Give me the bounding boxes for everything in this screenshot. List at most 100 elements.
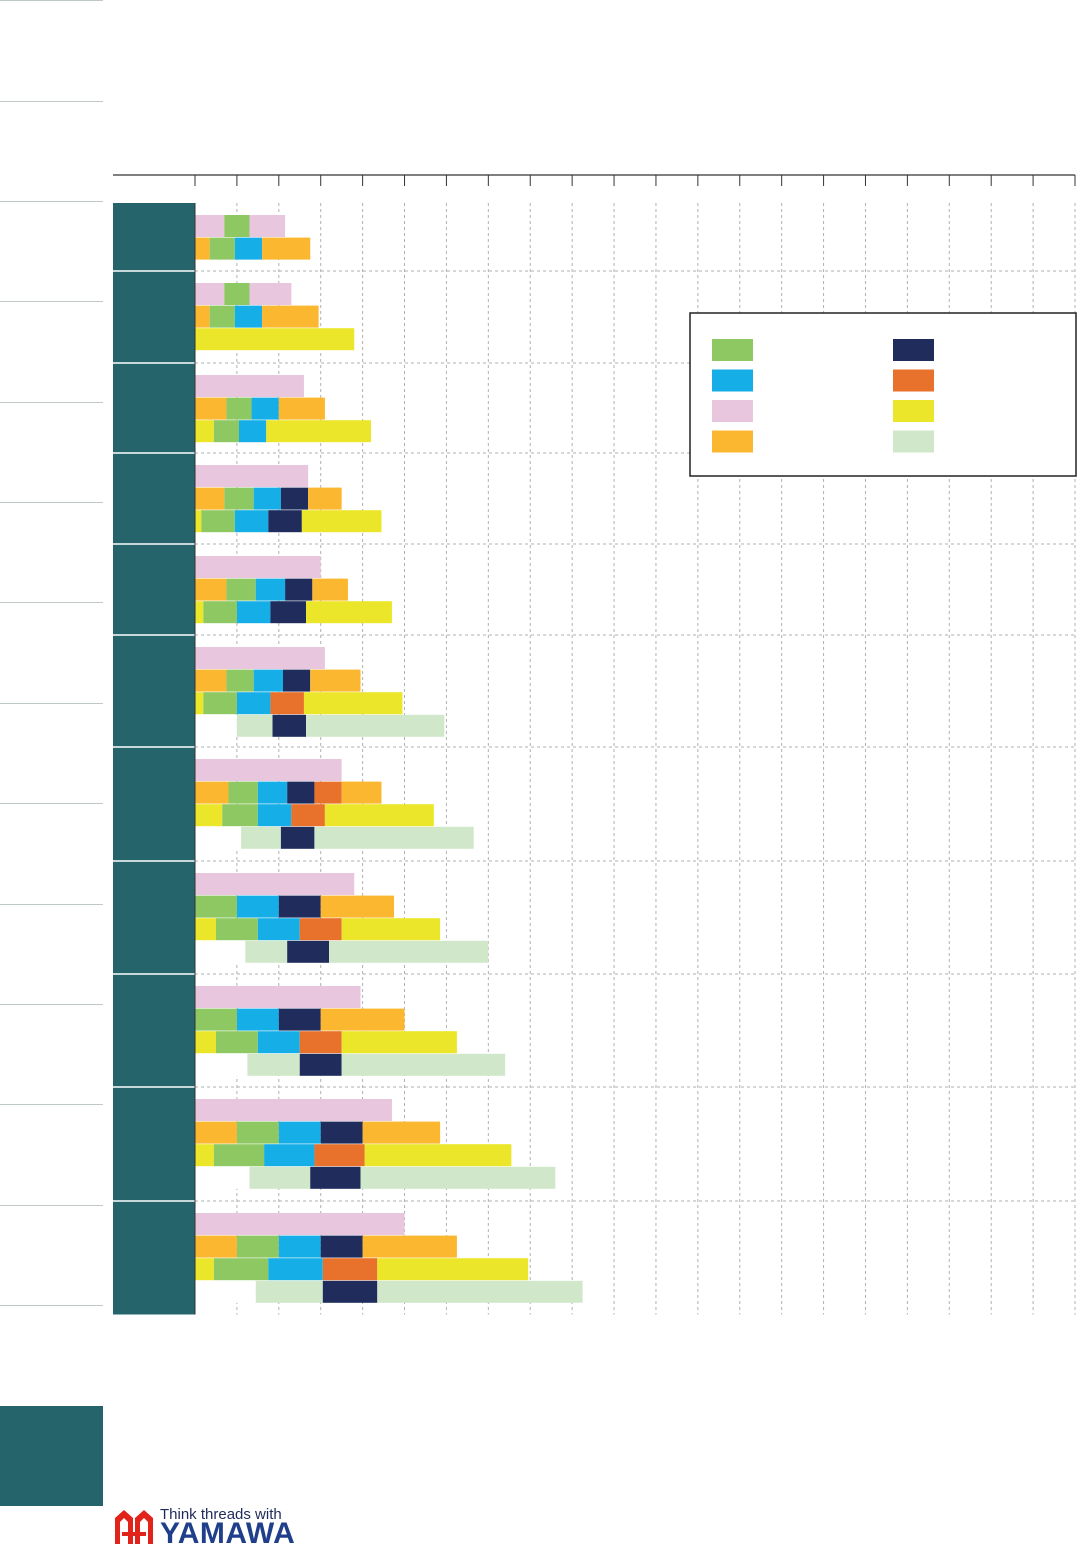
group-label-block — [113, 453, 195, 544]
bar-segment — [264, 1144, 315, 1167]
bar-segment — [195, 215, 225, 237]
bar-segment — [278, 1121, 321, 1144]
bar-segment — [257, 918, 300, 941]
bar-segment — [241, 826, 281, 849]
group-label-block — [113, 747, 195, 861]
bar-segment — [262, 305, 319, 328]
bar-segment — [195, 647, 325, 669]
bar-segment — [195, 1008, 237, 1031]
bar-segment — [314, 781, 342, 804]
side-rule — [0, 502, 103, 503]
bar-segment — [280, 487, 309, 510]
bar-segment — [195, 873, 355, 895]
bar-segment — [195, 487, 225, 510]
bar-segment — [308, 487, 342, 510]
bar-segment — [268, 1258, 323, 1281]
bar-segment — [249, 1166, 311, 1189]
bar-segment — [195, 1213, 405, 1235]
side-rule — [0, 101, 103, 102]
bar-segment — [228, 781, 258, 804]
side-rule — [0, 803, 103, 804]
bar-segment — [341, 781, 382, 804]
bar-segment — [280, 826, 315, 849]
bar-segment — [195, 918, 216, 941]
bar-segment — [278, 397, 325, 420]
bar-segment — [245, 940, 288, 963]
side-tab-block — [0, 1406, 103, 1506]
bar-segment — [236, 714, 273, 737]
bar-segment — [195, 1144, 214, 1167]
bar-segment — [362, 1121, 441, 1144]
bar-segment — [270, 692, 304, 715]
group-label-block — [113, 974, 195, 1087]
bar-segment — [314, 1144, 365, 1167]
bar-segment — [195, 465, 309, 487]
bar-segment — [299, 1031, 342, 1054]
bar-segment — [195, 1258, 214, 1281]
bar-segment — [251, 397, 279, 420]
side-rule — [0, 301, 103, 302]
bar-segment — [215, 918, 258, 941]
bar-segment — [312, 578, 348, 601]
bar-segment — [278, 1235, 321, 1258]
bar-segment — [320, 1008, 405, 1031]
bar-segment — [310, 1166, 361, 1189]
bar-segment — [195, 692, 204, 715]
bar-segment — [195, 1166, 250, 1189]
side-rule — [0, 402, 103, 403]
bar-segment — [209, 237, 235, 260]
side-rule — [0, 1104, 103, 1105]
bar-segment — [195, 328, 355, 351]
side-rule — [0, 904, 103, 905]
yamawa-logo-icon — [115, 1510, 153, 1544]
legend-box — [689, 312, 1077, 477]
bar-segment — [320, 1235, 363, 1258]
bar-segment — [226, 397, 252, 420]
bar-segment — [310, 669, 361, 692]
bar-segment — [341, 918, 441, 941]
bar-segment — [224, 487, 254, 510]
bar-segment — [203, 692, 237, 715]
bar-segment — [236, 1008, 279, 1031]
bar-segment — [195, 1280, 256, 1303]
group-label-block — [113, 271, 195, 363]
bar-segment — [287, 940, 330, 963]
bar-segment — [341, 1053, 506, 1076]
bar-segment — [306, 714, 445, 737]
bar-segment — [329, 940, 489, 963]
bar-segment — [268, 510, 302, 533]
bar-segment — [195, 420, 214, 443]
bar-segment — [247, 1053, 300, 1076]
bar-segment — [195, 556, 321, 578]
bar-segment — [278, 895, 321, 918]
side-rule — [0, 0, 103, 1]
bar-segment — [306, 601, 392, 624]
bar-segment — [257, 1031, 300, 1054]
bar-segment — [266, 420, 371, 443]
legend-swatch — [893, 339, 934, 361]
bar-segment — [195, 804, 223, 827]
bar-segment — [234, 237, 263, 260]
side-rule — [0, 1004, 103, 1005]
stacked-bar-chart — [113, 174, 1077, 1316]
bar-segment — [253, 487, 281, 510]
bar-segment — [291, 804, 325, 827]
bar-segment — [360, 1166, 556, 1189]
brand-wordmark: YAMAWA — [160, 1517, 296, 1550]
bar-segment — [195, 578, 227, 601]
bar-segment — [324, 804, 434, 827]
bar-segment — [236, 692, 271, 715]
bar-segment — [303, 692, 403, 715]
legend-swatch — [712, 369, 753, 392]
bar-segment — [195, 305, 210, 328]
group-label-block — [113, 203, 195, 271]
bar-segment — [320, 895, 395, 918]
bar-segment — [239, 420, 267, 443]
bar-segment — [322, 1280, 378, 1303]
bar-segment — [195, 781, 229, 804]
brand-tagline: Think threads with — [160, 1506, 282, 1523]
side-rule — [0, 1305, 103, 1306]
bar-segment — [195, 714, 237, 737]
bar-segment — [234, 305, 263, 328]
bar-segment — [195, 1031, 216, 1054]
